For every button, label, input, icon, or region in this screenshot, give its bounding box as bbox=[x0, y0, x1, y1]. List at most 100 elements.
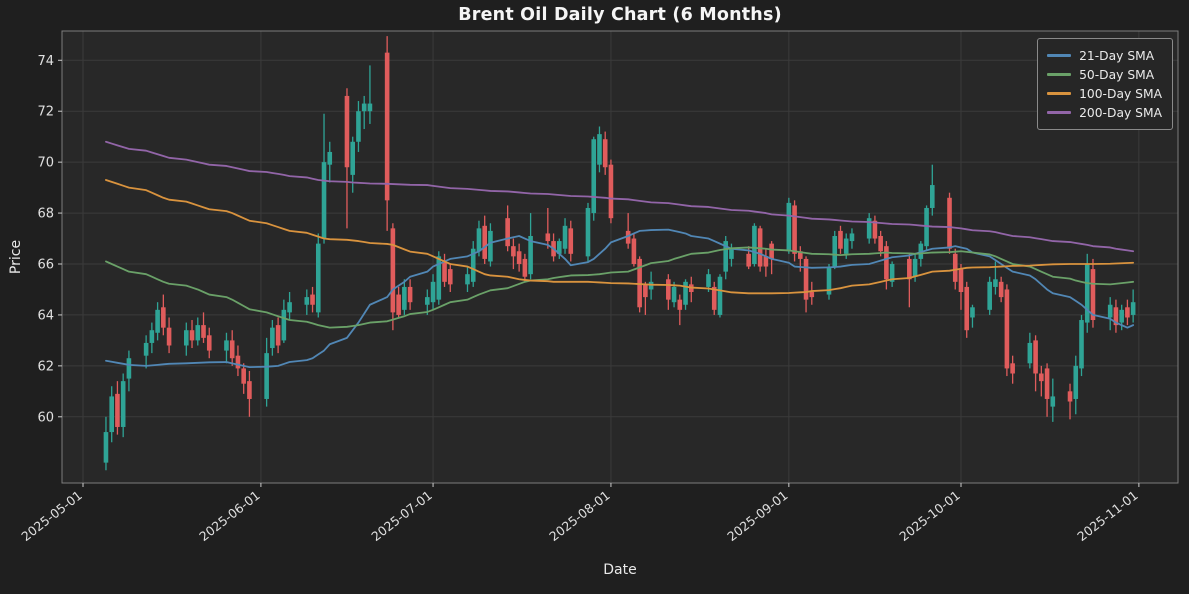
candle bbox=[287, 292, 292, 321]
candle bbox=[470, 241, 476, 287]
svg-text:2025-11-01: 2025-11-01 bbox=[1074, 488, 1140, 545]
legend-item-sma200: 200-Day SMA bbox=[1047, 103, 1162, 122]
legend-label: 21-Day SMA bbox=[1079, 48, 1155, 63]
candles-layer bbox=[103, 36, 1136, 471]
candle bbox=[723, 235, 729, 280]
candle bbox=[488, 223, 493, 267]
candle bbox=[809, 281, 815, 305]
candle bbox=[184, 322, 189, 356]
candle bbox=[763, 248, 769, 277]
candle bbox=[356, 101, 361, 152]
candle bbox=[987, 276, 992, 315]
x-axis-label: Date bbox=[603, 562, 637, 578]
legend-item-sma100: 100-Day SMA bbox=[1047, 84, 1162, 103]
legend-label: 100-Day SMA bbox=[1079, 86, 1162, 101]
candle bbox=[562, 218, 568, 254]
candle bbox=[545, 207, 551, 249]
plot-background bbox=[62, 31, 1178, 483]
candle bbox=[247, 370, 252, 417]
candle bbox=[591, 136, 597, 221]
legend-item-sma50: 50-Day SMA bbox=[1047, 65, 1162, 84]
candle bbox=[206, 327, 212, 359]
sma100-line-swatch bbox=[1047, 92, 1072, 95]
legend-item-sma21: 21-Day SMA bbox=[1047, 46, 1162, 65]
candle bbox=[315, 233, 321, 318]
candle bbox=[161, 294, 166, 336]
candle bbox=[390, 223, 396, 331]
sma100-line bbox=[105, 179, 1135, 295]
candle bbox=[602, 131, 608, 175]
sma50-line-swatch bbox=[1047, 73, 1072, 76]
candle bbox=[1079, 314, 1084, 377]
svg-text:60: 60 bbox=[37, 410, 54, 425]
candle bbox=[557, 238, 562, 259]
candle bbox=[361, 95, 367, 130]
candle bbox=[866, 213, 872, 244]
candle bbox=[275, 317, 281, 354]
candle bbox=[281, 299, 287, 343]
candle bbox=[264, 337, 269, 407]
candle bbox=[1107, 297, 1113, 331]
candle bbox=[126, 350, 132, 392]
candle bbox=[907, 253, 912, 308]
axis-ticks bbox=[58, 59, 1140, 487]
legend: 21-Day SMA 50-Day SMA 100-Day SMA 200-Da… bbox=[1037, 38, 1173, 130]
candle bbox=[1044, 363, 1050, 417]
candle bbox=[648, 271, 654, 300]
svg-text:70: 70 bbox=[37, 156, 54, 171]
candle bbox=[964, 281, 970, 338]
candle bbox=[1130, 289, 1136, 323]
candle bbox=[447, 264, 453, 293]
candle bbox=[711, 281, 717, 315]
candle bbox=[924, 205, 929, 252]
candle bbox=[1004, 284, 1010, 377]
candle bbox=[889, 261, 895, 287]
candle bbox=[425, 289, 430, 315]
candle bbox=[189, 320, 195, 349]
candle bbox=[1050, 378, 1056, 422]
y-tick-labels: 60 62 64 66 68 70 72 74 bbox=[37, 54, 54, 426]
candle bbox=[115, 381, 120, 435]
candle bbox=[402, 279, 407, 315]
svg-text:2025-07-01: 2025-07-01 bbox=[368, 488, 434, 545]
candle bbox=[528, 213, 533, 280]
svg-text:74: 74 bbox=[37, 54, 54, 69]
candle bbox=[310, 286, 315, 313]
candle bbox=[166, 317, 172, 354]
svg-text:2025-05-01: 2025-05-01 bbox=[18, 488, 84, 545]
candle bbox=[947, 192, 952, 254]
candle bbox=[832, 230, 838, 270]
svg-text:2025-06-01: 2025-06-01 bbox=[196, 488, 262, 545]
svg-text:68: 68 bbox=[37, 207, 54, 222]
candle bbox=[1039, 365, 1044, 397]
svg-text:2025-10-01: 2025-10-01 bbox=[896, 488, 962, 545]
plot-frame bbox=[61, 30, 1179, 484]
candle bbox=[505, 205, 510, 252]
candle bbox=[683, 279, 688, 310]
candle bbox=[838, 225, 843, 254]
candle bbox=[384, 36, 390, 231]
candle bbox=[321, 113, 327, 244]
candle bbox=[1027, 332, 1033, 369]
candle bbox=[1073, 355, 1079, 415]
candle bbox=[666, 274, 671, 310]
sma21-line bbox=[105, 228, 1135, 369]
candle bbox=[304, 289, 310, 315]
candle bbox=[235, 345, 241, 377]
candle bbox=[786, 197, 792, 254]
svg-text:62: 62 bbox=[37, 359, 54, 374]
candle bbox=[195, 317, 201, 346]
candle bbox=[849, 228, 855, 249]
svg-text:64: 64 bbox=[37, 308, 54, 323]
sma21-line-swatch bbox=[1047, 54, 1072, 57]
x-tick-labels: 2025-05-01 2025-06-01 2025-07-01 2025-08-01… bbox=[18, 488, 1140, 545]
candle bbox=[1084, 253, 1090, 333]
legend-label: 200-Day SMA bbox=[1079, 105, 1162, 120]
candle bbox=[769, 241, 774, 275]
candle bbox=[643, 281, 648, 315]
candle bbox=[442, 253, 447, 287]
candle bbox=[396, 286, 401, 318]
candle bbox=[229, 330, 235, 366]
candle bbox=[717, 274, 723, 318]
